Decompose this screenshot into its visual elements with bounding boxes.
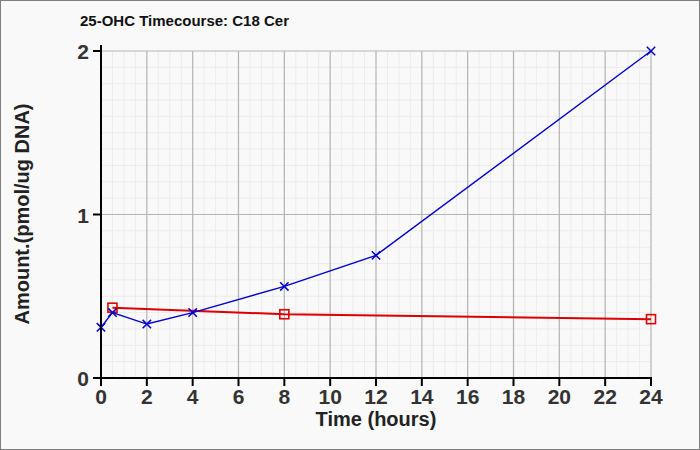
- chart-frame: 024681012141618202224012 25-OHC Timecour…: [0, 0, 700, 450]
- axis-layer: 024681012141618202224012: [77, 40, 663, 408]
- grid-layer: [101, 51, 651, 378]
- x-tick-label: 8: [278, 385, 290, 408]
- y-tick-label: 2: [77, 40, 89, 63]
- x-tick-label: 24: [639, 385, 663, 408]
- x-tick-label: 12: [364, 385, 387, 408]
- y-tick-label: 1: [77, 204, 89, 227]
- chart-canvas: 024681012141618202224012 25-OHC Timecour…: [1, 1, 699, 449]
- x-tick-label: 22: [593, 385, 616, 408]
- x-tick-label: 16: [456, 385, 479, 408]
- x-tick-label: 20: [548, 385, 571, 408]
- y-axis-label: Amount.(pmol/ug DNA): [11, 103, 33, 324]
- y-tick-label: 0: [77, 367, 89, 390]
- x-axis-label: Time (hours): [316, 408, 437, 430]
- x-tick-label: 4: [187, 385, 199, 408]
- x-tick-label: 0: [95, 385, 107, 408]
- x-tick-label: 18: [502, 385, 526, 408]
- x-tick-label: 6: [233, 385, 245, 408]
- chart-title: 25-OHC Timecourse: C18 Cer: [80, 12, 289, 29]
- x-tick-label: 10: [318, 385, 341, 408]
- x-tick-label: 2: [141, 385, 153, 408]
- x-tick-label: 14: [410, 385, 434, 408]
